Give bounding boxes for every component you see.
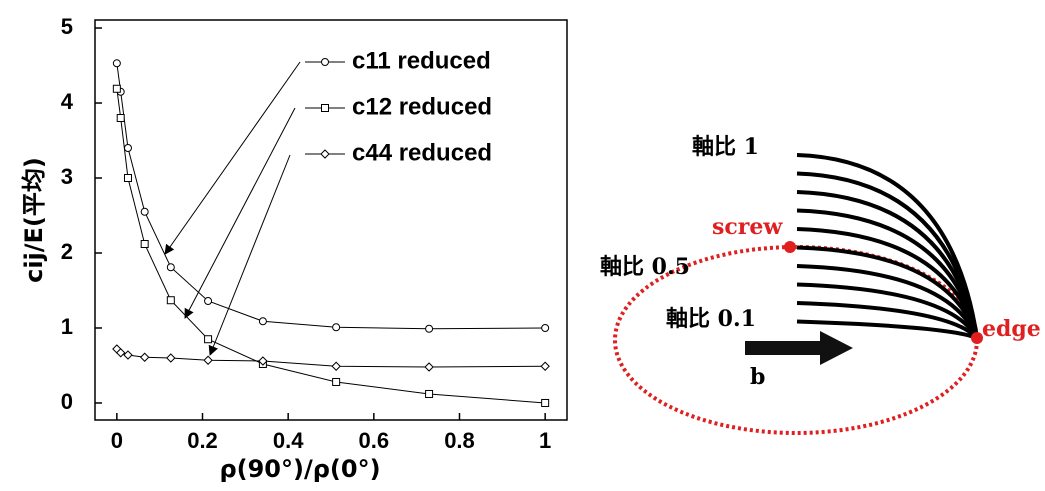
marker [141,240,148,247]
marker [205,297,212,304]
plot-frame [95,20,567,420]
ratio-label: 軸比 0.1 [666,306,756,332]
y-tick-label: 0 [61,389,73,414]
x-tick-label: 0 [111,428,123,453]
marker [542,324,549,331]
marker [425,363,433,371]
y-tick-label: 5 [61,14,73,39]
legend-marker [322,59,329,66]
marker [124,175,131,182]
x-tick-label: 0.6 [359,428,390,453]
screw-point [784,241,796,253]
y-tick-label: 1 [61,314,73,339]
x-tick-label: 0.4 [273,428,304,453]
marker [124,351,132,359]
pointer-arrow [165,62,300,254]
marker [167,297,174,304]
marker [117,115,124,122]
marker [333,378,340,385]
x-tick-label: 0.8 [444,428,475,453]
marker [167,354,175,362]
y-tick-label: 3 [61,164,73,189]
marker [113,60,120,67]
series-line [117,89,545,403]
marker [113,85,120,92]
y-axis-label: cij/E(平均) [20,157,48,283]
legend-marker [322,105,329,112]
marker [541,362,549,370]
marker [332,362,340,370]
ratio-label: 軸比 0.5 [600,254,690,280]
legend-marker [321,150,329,158]
burgers-label: b [750,364,765,390]
marker [141,353,149,361]
marker [204,356,212,364]
marker [426,325,433,332]
marker [141,208,148,215]
marker [542,399,549,406]
ratio-label: 軸比 1 [692,134,759,160]
y-tick-label: 4 [61,89,74,114]
y-tick-label: 2 [61,239,73,264]
marker [426,390,433,397]
diagram: 軸比 1 screw 軸比 0.5 軸比 0.1 edge b [600,134,1041,433]
burgers-arrow [745,331,853,365]
marker [259,318,266,325]
marker [205,336,212,343]
x-tick-label: 1 [539,428,551,453]
legend-label: c11 reduced [352,47,491,74]
x-tick-label: 0.2 [187,428,218,453]
marker [167,264,174,271]
pointer-arrow [185,108,295,318]
arc-group [797,155,977,338]
legend-label: c12 reduced [352,93,492,120]
x-axis-label: ρ(90°)/ρ(0°) [219,455,380,483]
legend-label: c44 reduced [352,139,492,166]
series-line [117,349,545,367]
screw-label: screw [712,214,783,240]
edge-label: edge [982,316,1041,342]
marker [333,324,340,331]
marker [124,145,131,152]
pointer-arrow [210,155,290,355]
figure: ρ(90°)/ρ(0°) cij/E(平均) 軸比 1 screw 軸比 0.5… [0,0,1045,491]
